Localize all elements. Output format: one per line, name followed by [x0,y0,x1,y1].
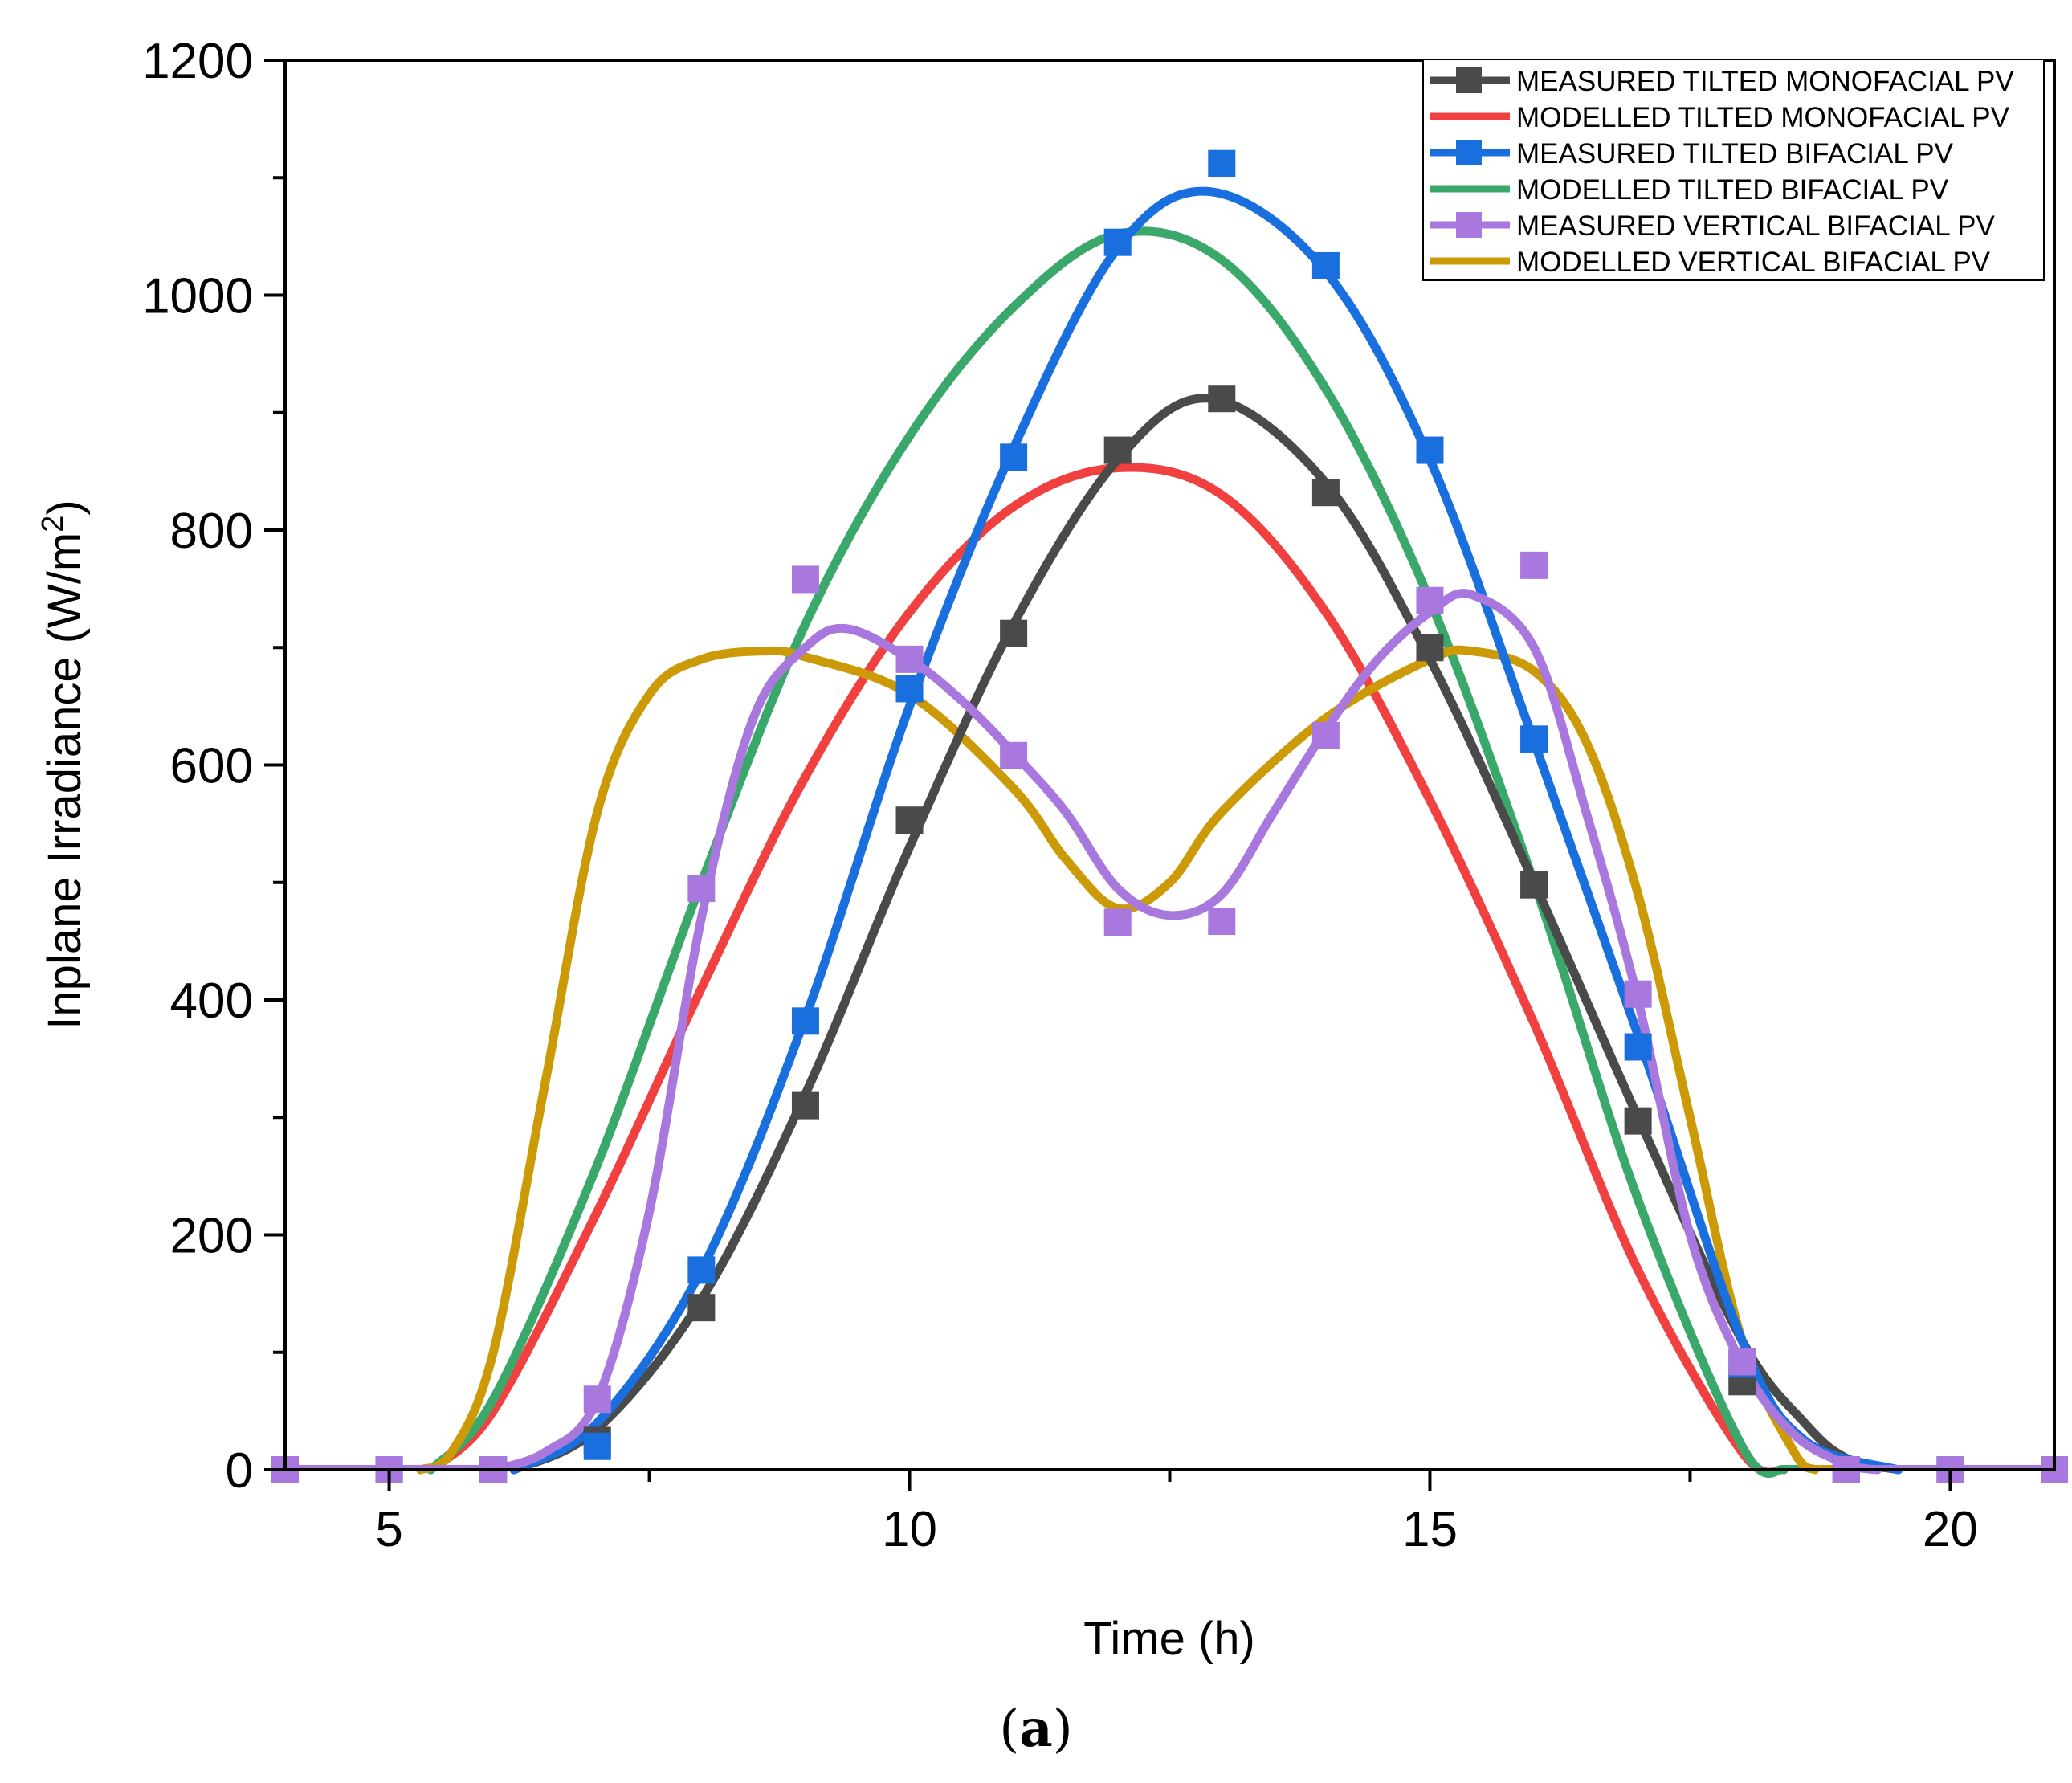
x-tick-label: 10 [882,1502,937,1557]
legend-label: MODELLED VERTICAL BIFACIAL PV [1516,247,1991,278]
legend-label: MEASURED TILTED MONOFACIAL PV [1516,66,2014,97]
y-tick-label: 0 [226,1443,253,1499]
data-point [583,1385,611,1414]
data-point [895,675,924,703]
data-point [1000,741,1028,769]
data-point [1520,551,1548,579]
legend-swatch-marker [1456,67,1482,93]
legend-swatch-marker [1456,140,1482,165]
data-point [1416,586,1444,614]
x-tick-label: 15 [1402,1502,1458,1557]
y-tick-label: 1200 [142,34,253,89]
series-2-curve [285,463,2054,1477]
y-axis: 0 200 400 600 800 1000 1200 [142,34,285,1499]
y-tick-label: 600 [170,739,253,794]
data-point [687,1256,716,1284]
caption-label: a [1019,1699,1053,1759]
legend-label: MEASURED TILTED BIFACIAL PV [1516,138,1954,169]
data-point [895,806,924,834]
data-point [1624,980,1652,1008]
series-line [416,645,1820,1475]
caption-open: ( [999,1699,1020,1759]
data-point [1624,1107,1652,1135]
series-line [509,186,1903,1475]
y-axis-label-main: Inplane Irradiance (W/m [39,532,91,1030]
series-line [509,394,1903,1475]
data-point [1103,228,1132,256]
data-point [1624,1033,1652,1061]
legend-item: MEASURED TILTED MONOFACIAL PV [1430,66,2014,97]
y-tick-label: 200 [170,1209,253,1264]
series-3-markers [271,149,2068,1483]
x-axis-label: Time (h) [1083,1613,1255,1665]
data-point [791,1091,819,1120]
y-axis-label-close: ) [39,500,91,515]
legend-item: MODELLED VERTICAL BIFACIAL PV [1430,247,1991,278]
series-line [488,589,1882,1475]
data-point [1000,619,1028,647]
legend-label: MODELLED TILTED MONOFACIAL PV [1516,102,2010,133]
series-markers [271,149,2068,1483]
y-tick-label: 1000 [142,269,253,324]
data-point [687,875,716,903]
x-axis: 5 10 15 20 [375,1470,1978,1557]
data-point [1208,149,1236,177]
series-4-curve [285,226,2054,1478]
series-6-curve [285,645,2054,1475]
data-point [1520,871,1548,899]
data-point [583,1432,611,1460]
data-point [1208,908,1236,936]
series-line [426,463,1789,1477]
data-point [1728,1348,1756,1376]
data-point [1000,443,1028,471]
legend-box [1422,59,2045,281]
legend-item: MEASURED TILTED BIFACIAL PV [1430,138,1954,169]
data-point [1311,721,1340,749]
data-point [791,1007,819,1035]
series-curves [285,186,2054,1478]
legend-swatch-marker [1456,212,1482,238]
legend: MEASURED TILTED MONOFACIAL PV MODELLED TI… [1422,59,2045,281]
data-point [1311,251,1340,279]
legend-label: MODELLED TILTED BIFACIAL PV [1516,174,1949,206]
caption-close: ) [1052,1699,1073,1759]
y-tick-label: 800 [170,504,253,559]
x-tick-label: 5 [375,1502,402,1557]
data-point [1416,436,1444,464]
y-axis-label: Inplane Irradiance (W/m2) [36,500,91,1029]
data-point [1208,385,1236,413]
legend-item: MODELLED TILTED MONOFACIAL PV [1430,102,2010,133]
y-tick-label: 400 [170,973,253,1029]
legend-item: MODELLED TILTED BIFACIAL PV [1430,174,1949,206]
x-tick-label: 20 [1923,1502,1978,1557]
y-axis-label-superscript: 2 [36,516,70,532]
data-point [895,645,924,673]
series-5-markers [271,551,2068,1483]
legend-item: MEASURED VERTICAL BIFACIAL PV [1430,210,1995,242]
data-point [1311,479,1340,507]
data-point [1520,725,1548,753]
data-point [1103,908,1132,936]
legend-label: MEASURED VERTICAL BIFACIAL PV [1516,210,1995,242]
data-point [1416,634,1444,662]
data-point [1103,436,1132,464]
figure-caption: (a) [0,1699,2072,1759]
data-point [687,1294,716,1322]
data-point [791,565,819,594]
